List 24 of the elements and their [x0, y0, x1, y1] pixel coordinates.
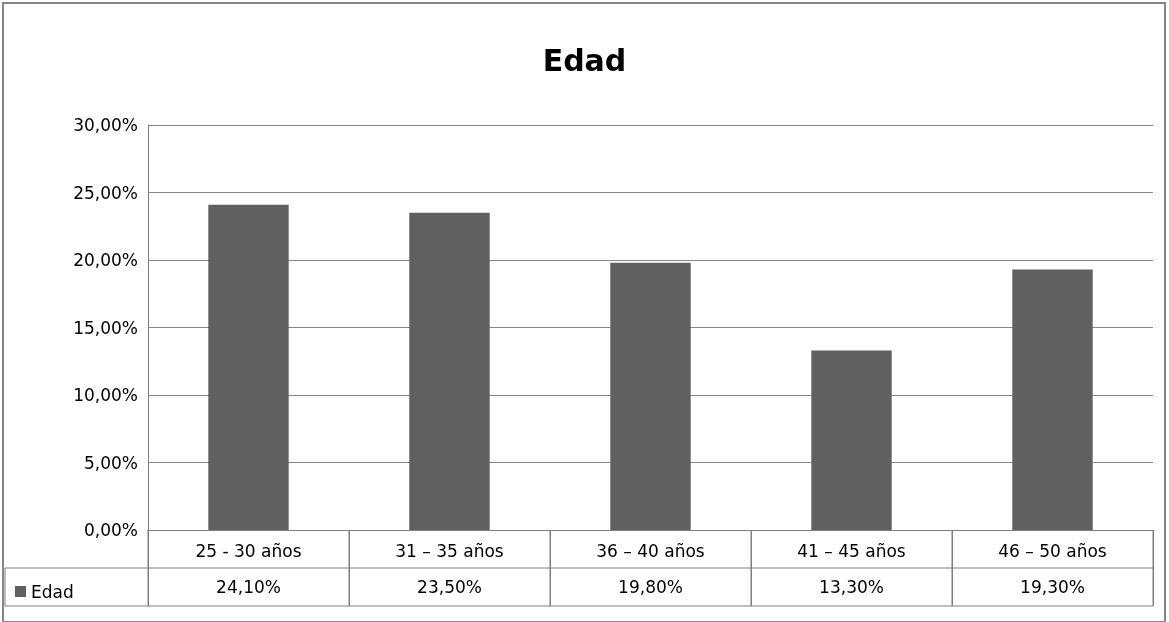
- bar: [1012, 269, 1093, 530]
- data-label: 23,50%: [417, 577, 482, 597]
- x-tick-label: 46 – 50 años: [998, 540, 1107, 561]
- bar: [811, 350, 892, 530]
- y-tick-label: 25,00%: [73, 182, 138, 203]
- data-label: 24,10%: [216, 577, 281, 597]
- data-label: 13,30%: [819, 577, 884, 597]
- legend-label: Edad: [31, 581, 74, 602]
- chart-title: Edad: [542, 42, 627, 78]
- x-tick-label: 41 – 45 años: [797, 540, 906, 561]
- x-tick-label: 36 – 40 años: [596, 540, 705, 561]
- y-tick-label: 30,00%: [73, 115, 138, 135]
- data-label: 19,80%: [618, 577, 683, 597]
- bar: [208, 204, 289, 530]
- x-tick-label: 31 – 35 años: [395, 540, 504, 561]
- bar: [610, 262, 691, 530]
- y-tick-label: 0,00%: [83, 520, 138, 540]
- bar: [409, 212, 490, 530]
- x-tick-label: 25 - 30 años: [195, 540, 302, 561]
- data-label: 19,30%: [1020, 577, 1085, 597]
- y-tick-label: 15,00%: [73, 317, 138, 338]
- y-tick-label: 10,00%: [73, 385, 138, 405]
- y-tick-label: 20,00%: [73, 250, 138, 270]
- y-tick-label: 5,00%: [83, 452, 138, 473]
